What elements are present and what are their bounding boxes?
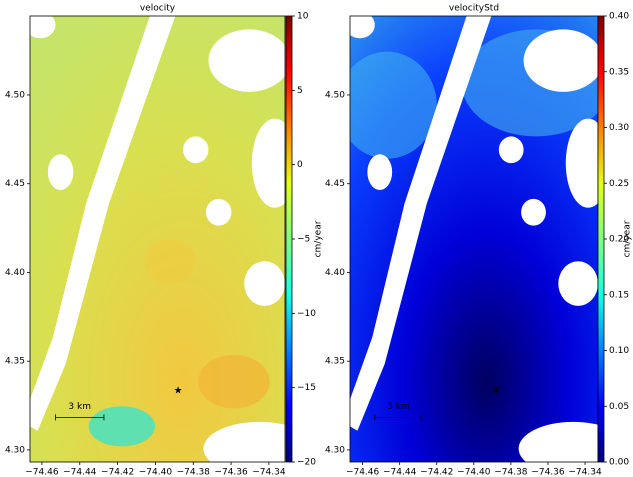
colorbar-tick-label: 0.25 — [609, 179, 629, 189]
x-tick-label: −74.40 — [457, 468, 491, 477]
x-tick-label: −74.46 — [25, 468, 59, 477]
x-tick-label: −74.38 — [494, 468, 528, 477]
colorbar-tick-label: 0.00 — [609, 458, 629, 468]
colorbar-tick-label: −10 — [297, 309, 316, 319]
colorbar — [285, 15, 293, 463]
x-tick-label: −74.36 — [214, 468, 248, 477]
y-tick-label: 4.45 — [5, 179, 25, 189]
colorbar-tick-label: 0.15 — [609, 290, 629, 300]
colorbar-label: cm/year — [623, 220, 633, 257]
x-tick-label: −74.44 — [63, 468, 97, 477]
panel: 3 km ★ velocity −74.46 −74.44 −74.42 −74.40 −74… — [5, 4, 324, 477]
x-tick-label: −74.42 — [420, 468, 453, 477]
reference-point: ★ — [174, 386, 183, 397]
colorbar-tick-label: 0.10 — [609, 346, 629, 356]
y-tick-label: 4.30 — [5, 445, 25, 455]
colorbar — [597, 15, 605, 463]
x-tick-label: −74.40 — [139, 468, 173, 477]
x-tick-label: −74.42 — [101, 468, 134, 477]
scale-bar-label: 3 km — [387, 402, 410, 412]
colorbar-tick-label: 10 — [297, 12, 309, 22]
colorbar-tick-label: −15 — [297, 383, 316, 393]
x-tick-label: −74.44 — [383, 468, 417, 477]
colorbar-tick-label: 0.20 — [609, 235, 629, 245]
y-tick-label: 4.30 — [325, 445, 345, 455]
y-tick-label: 4.45 — [325, 179, 345, 189]
x-tick-label: −74.34 — [252, 468, 286, 477]
colorbar-tick-label: 0.05 — [609, 402, 629, 412]
panel: 3 km ★ velocityStd −74.46 −74.44 −74.42 −74.40… — [325, 4, 633, 477]
panel-title: velocityStd — [449, 4, 499, 14]
panel-title: velocity — [140, 4, 176, 14]
scale-bar-label: 3 km — [68, 402, 91, 412]
x-tick-label: −74.46 — [346, 468, 380, 477]
y-tick-label: 4.50 — [325, 90, 345, 100]
colorbar-tick-label: 0 — [297, 160, 303, 170]
x-tick-label: −74.38 — [177, 468, 211, 477]
axes-frame — [29, 15, 286, 463]
reference-point: ★ — [492, 386, 501, 397]
colorbar-tick-label: 0.40 — [609, 12, 629, 22]
y-tick-label: 4.35 — [5, 357, 25, 367]
x-tick-label: −74.34 — [568, 468, 602, 477]
map-image — [30, 16, 285, 462]
colorbar-label: cm/year — [314, 220, 324, 257]
colorbar-tick-label: 0.35 — [609, 67, 629, 77]
colorbar-tick-label: 5 — [297, 86, 303, 96]
y-tick-label: 4.40 — [325, 268, 345, 278]
colorbar-tick-label: −20 — [297, 458, 316, 468]
y-tick-label: 4.35 — [325, 357, 345, 367]
colorbar-tick-label: 0.30 — [609, 123, 629, 133]
colorbar-tick-label: −5 — [297, 235, 310, 245]
y-tick-label: 4.40 — [5, 268, 25, 278]
map-image — [350, 16, 598, 462]
x-tick-label: −74.36 — [531, 468, 565, 477]
y-tick-label: 4.50 — [5, 90, 25, 100]
